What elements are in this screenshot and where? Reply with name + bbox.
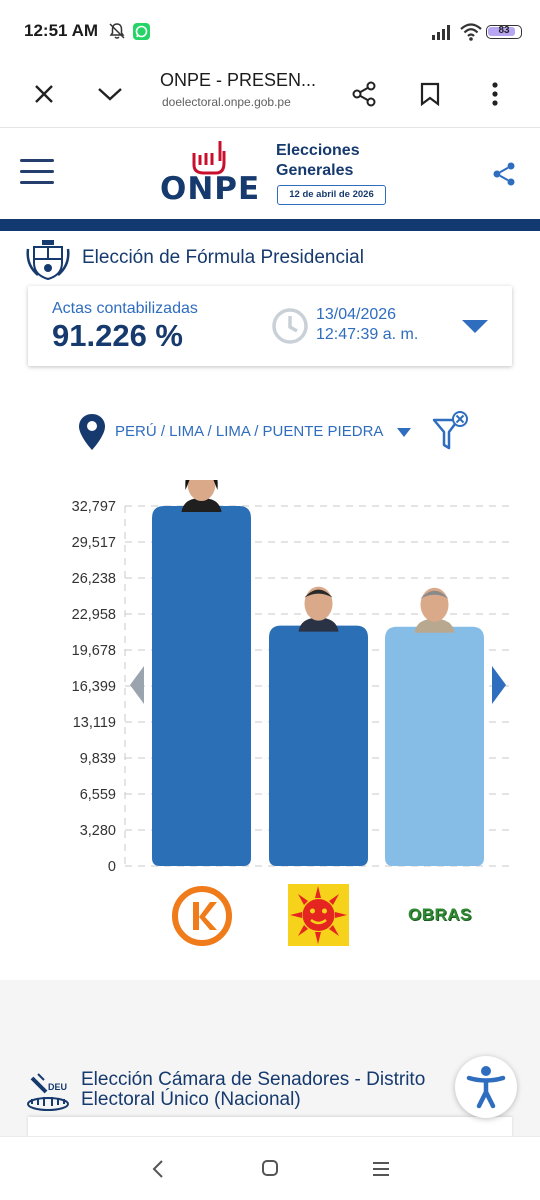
y-tick-label: 16,399 <box>72 679 116 695</box>
location-pin-icon <box>79 414 105 450</box>
page-title[interactable]: ONPE - PRESEN... <box>160 70 317 90</box>
section-title: Elección de Fórmula Presidencial <box>82 247 364 268</box>
accessibility-icon <box>466 1066 506 1109</box>
chart-next-arrow[interactable] <box>492 666 506 704</box>
candidate-photo[interactable] <box>181 480 222 512</box>
votes-bar-chart: 32,797 29,517 26,238 22,958 19,678 16,399 13,1… <box>72 480 512 875</box>
actas-percentage: 91.226 % <box>52 318 183 353</box>
system-nav-bar <box>0 1136 540 1200</box>
y-tick-label: 29,517 <box>72 535 116 551</box>
y-tick-label: 19,678 <box>72 643 116 659</box>
candidate-photo[interactable] <box>414 587 455 633</box>
bookmark-icon[interactable] <box>412 76 448 112</box>
status-time: 12:51 AM <box>24 21 99 40</box>
logo-title: Elecciones Generales <box>276 141 360 181</box>
share-icon[interactable] <box>346 76 382 112</box>
header-band <box>0 219 540 231</box>
chart-bar[interactable] <box>152 506 251 866</box>
expand-caret-icon[interactable] <box>462 320 488 333</box>
logo-title-line2: Generales <box>276 162 354 179</box>
logo-date-badge: 12 de abril de 2026 <box>277 185 386 205</box>
y-tick-label: 13,119 <box>73 715 116 731</box>
y-tick-label: 6,559 <box>80 787 116 803</box>
location-breadcrumb[interactable]: PERÚ / LIMA / LIMA / PUENTE PIEDRA <box>115 423 384 440</box>
candidate-photo[interactable] <box>298 586 339 632</box>
actas-summary-card[interactable]: Actas contabilizadas 91.226 % 13/04/2026… <box>28 286 512 366</box>
onpe-logo[interactable]: ONPE <box>160 171 261 207</box>
back-icon[interactable] <box>150 1159 166 1179</box>
notifications-off-icon <box>109 23 125 39</box>
obras-logo[interactable]: OBRAS <box>408 905 472 924</box>
close-icon[interactable] <box>26 76 62 112</box>
site-header: ONPE Elecciones Generales 12 de abril de… <box>0 129 540 219</box>
update-time: 12:47:39 a. m. <box>316 326 419 343</box>
coat-of-arms-icon <box>26 240 70 281</box>
fuerza-popular-logo[interactable] <box>172 885 232 947</box>
logo-title-line1: Elecciones <box>276 142 360 159</box>
renovacion-popular-logo[interactable] <box>288 884 349 946</box>
page-url[interactable]: doelectoral.onpe.gob.pe <box>162 95 291 109</box>
status-bar: 12:51 AM 83 <box>0 0 540 62</box>
share-icon[interactable] <box>492 161 516 187</box>
recents-icon[interactable] <box>372 1161 390 1177</box>
y-tick-label: 32,797 <box>72 499 116 515</box>
y-tick-label: 26,238 <box>72 571 116 587</box>
y-tick-label: 9,839 <box>80 751 116 767</box>
clear-filter-icon[interactable] <box>432 410 472 454</box>
accessibility-button[interactable] <box>455 1056 517 1118</box>
chevron-down-icon[interactable] <box>92 76 128 112</box>
wifi-icon <box>460 23 482 41</box>
onpe-logo-hand-icon <box>192 141 226 175</box>
location-dropdown-icon[interactable] <box>397 428 411 437</box>
svg-text:DEU: DEU <box>48 1082 67 1092</box>
y-tick-label: 22,958 <box>72 607 116 623</box>
update-date: 13/04/2026 <box>316 306 397 323</box>
menu-icon[interactable] <box>20 157 54 187</box>
browser-toolbar: ONPE - PRESEN... doelectoral.onpe.gob.pe <box>0 62 540 128</box>
chart-prev-arrow[interactable] <box>130 666 144 704</box>
history-clock-icon <box>272 308 308 344</box>
deu-ballot-icon: DEU <box>27 1073 69 1111</box>
chart-bar[interactable] <box>385 626 484 866</box>
signal-icon <box>432 25 450 40</box>
chart-bar[interactable] <box>269 625 368 866</box>
battery-level: 83 <box>498 25 510 36</box>
y-tick-label: 0 <box>108 859 116 875</box>
actas-label: Actas contabilizadas <box>52 300 198 317</box>
section-divider-area <box>0 980 540 1140</box>
y-tick-label: 3,280 <box>80 823 116 839</box>
battery-icon: 83 <box>486 25 522 39</box>
more-menu-icon[interactable] <box>477 76 513 112</box>
home-icon[interactable] <box>261 1159 279 1177</box>
whatsapp-icon <box>133 23 150 40</box>
section2-title: Elección Cámara de Senadores - Distrito … <box>81 1069 426 1110</box>
